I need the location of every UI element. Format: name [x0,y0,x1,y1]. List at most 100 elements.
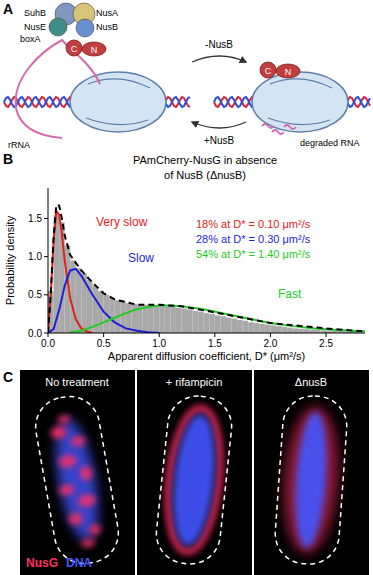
histogram-bar [181,309,187,333]
y-tick [44,333,48,334]
x-tick-label: 0.0 [41,338,55,349]
nusg-signal [81,538,96,548]
nusg-ntd [82,42,106,56]
micrograph-background [20,370,135,575]
histogram-bar [165,306,171,333]
histogram-bar [220,316,226,333]
x-axis-label: Apparent diffusion coefficient, D* (μm²/… [108,350,305,362]
histogram-bar [248,322,254,333]
chart-title: PAmCherry-NusG in absence [133,154,277,166]
terminus-label: C [71,44,78,54]
series-label: Slow [128,251,154,265]
panel-label: A [3,1,13,17]
x-tick-label: 2.5 [319,338,333,349]
x-tick [270,333,271,337]
cell-outline [31,392,123,569]
x-tick-label: 1.5 [208,338,222,349]
y-tick-label: 1.5 [28,213,42,224]
image-label: ΔnusB [295,376,327,388]
x-axis [48,333,365,334]
histogram-bar [159,306,165,333]
annotation: 54% at D* = 1.40 μm²/s [196,248,311,260]
nusg-signal [58,414,71,424]
degraded-rna [262,124,274,128]
y-tick [44,218,48,219]
histogram-bar [293,328,299,333]
histogram-bar [287,328,293,333]
x-tick [103,333,104,337]
y-tick [44,256,48,257]
nusg-signal [58,454,78,469]
nusg-signal [50,425,68,440]
degraded-label: degraded RNA [300,138,360,148]
y-axis-label: Probability density [4,215,16,305]
series-label: Fast [278,287,302,301]
histogram-bar [243,321,249,333]
nusg-signal [88,524,102,536]
histogram-bar [204,313,210,333]
micrograph [137,370,252,575]
channel-label: NusG [26,556,58,570]
arrow [192,122,246,128]
chart-title: of NusB (ΔnusB) [164,169,246,181]
rnap-detail [86,118,148,125]
rnap-body [70,72,166,132]
degraded-rna [284,125,296,129]
nusg-ntd [276,64,300,78]
y-axis [48,188,49,333]
histogram-bar [232,319,238,334]
cell [273,394,349,566]
histogram-bar [109,298,115,333]
rna-polymerase [252,72,348,132]
channel-label: DNA [66,556,92,570]
histogram-bar [131,304,137,333]
histogram-bar [265,325,271,333]
histogram-bar [193,311,199,333]
protein-label: NusB [96,22,118,32]
histogram-bar [198,312,204,333]
histogram-bar [309,330,315,333]
y-tick-label: 0.5 [28,289,42,300]
terminus-label: N [91,45,98,55]
arrow-label: -NusB [205,39,233,50]
protein [76,19,94,37]
rnap-body [252,72,348,132]
histogram-bar [270,325,276,333]
histogram-bar [304,329,310,333]
terminus-label: C [265,66,272,76]
x-tick [159,333,160,337]
histogram-bar [276,326,282,333]
protein-label: SuhB [24,8,46,18]
histogram-bar [259,324,265,333]
rnap-detail [268,118,330,125]
micrograph [254,370,369,575]
x-tick [326,333,327,337]
protein-label: NusE [24,22,46,32]
x-tick-label: 2.0 [264,338,278,349]
cell [31,392,123,569]
annotation: 18% at D* = 0.10 μm²/s [196,218,311,230]
histogram-bar [282,327,288,333]
micrograph [20,370,135,575]
histogram-bar [215,315,221,333]
fit-curve [48,205,365,333]
dna-signal [49,416,106,544]
protein-label: NusA [96,8,118,18]
panel-label: C [3,369,13,385]
image-label: No treatment [45,376,109,388]
rnap-detail [270,79,332,88]
histogram-bar [70,261,76,334]
series-label: Very slow [96,215,148,229]
degraded-rna [272,130,284,134]
nusg-ctd [260,62,276,78]
y-tick [44,294,48,295]
cell-outline [273,394,349,566]
histogram-bar [237,320,243,333]
histogram-bar [170,307,176,333]
histogram-bar [154,306,160,333]
micrograph-background [254,370,369,575]
nusg-signal [162,406,227,554]
plot-area [48,205,365,333]
histogram-bar [209,314,215,333]
cell-outline [153,393,234,567]
